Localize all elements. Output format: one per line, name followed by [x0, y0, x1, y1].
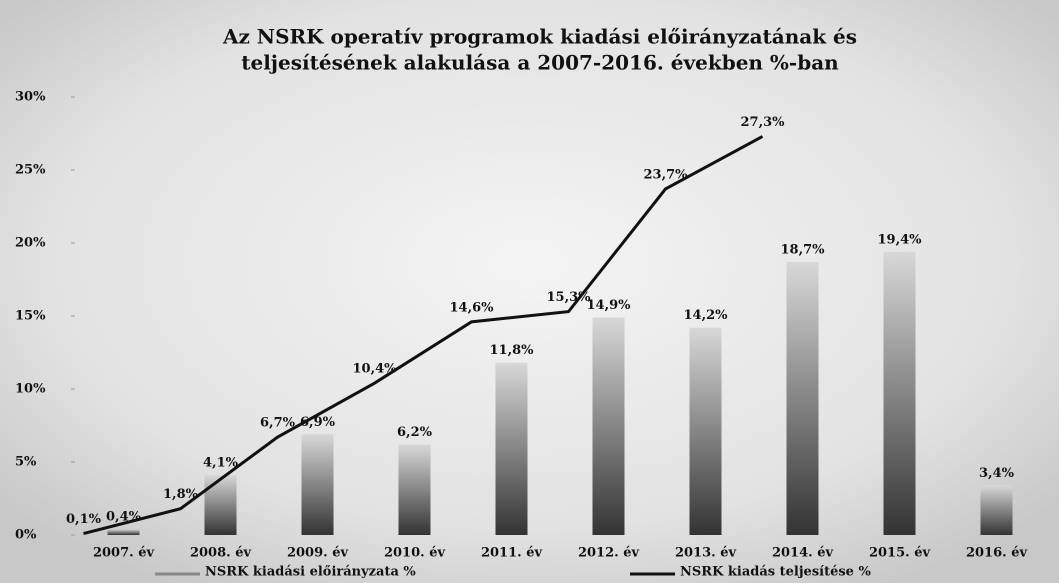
bar-value-label: 4,1%: [203, 456, 239, 471]
bar-value-label: 6,2%: [397, 425, 433, 440]
chart-subtitle: teljesítésének alakulása a 2007-2016. év…: [241, 51, 839, 75]
bar-value-label: 3,4%: [979, 466, 1015, 481]
bar: [204, 475, 237, 535]
line-value-label: 27,3%: [740, 115, 785, 130]
line-value-label: 10,4%: [352, 362, 397, 377]
x-tick-label: 2014. év: [772, 546, 834, 561]
line-value-label: 23,7%: [643, 167, 688, 182]
bar-value-label: 14,2%: [683, 308, 728, 323]
legend-label: NSRK kiadási előirányzata %: [205, 565, 416, 580]
x-tick-label: 2016. év: [966, 546, 1028, 561]
bar: [592, 317, 625, 535]
bar-value-label: 19,4%: [877, 232, 922, 247]
y-tick-label: 15%: [15, 309, 46, 324]
bar: [883, 251, 916, 535]
bar: [495, 362, 528, 535]
bar-value-label: 18,7%: [780, 242, 825, 257]
y-tick-label: 10%: [15, 382, 46, 397]
x-tick-label: 2008. év: [190, 546, 252, 561]
line-value-label: 14,6%: [449, 300, 494, 315]
bar-value-label: 14,9%: [586, 298, 631, 313]
bar-value-label: 11,8%: [489, 343, 534, 358]
bar: [301, 434, 334, 535]
line-value-label: 6,7%: [260, 416, 296, 431]
line-value-label: 1,8%: [163, 487, 199, 502]
x-tick-label: 2012. év: [578, 546, 640, 561]
y-tick-label: 5%: [15, 455, 37, 470]
x-tick-label: 2011. év: [481, 546, 543, 561]
chart-title: Az NSRK operatív programok kiadási előir…: [222, 25, 857, 49]
bar: [398, 444, 431, 535]
x-tick-label: 2013. év: [675, 546, 737, 561]
legend-label: NSRK kiadás teljesítése %: [680, 565, 871, 580]
y-tick-label: 0%: [15, 528, 37, 543]
y-tick-label: 30%: [15, 90, 46, 105]
bar: [980, 485, 1013, 535]
x-tick-label: 2007. év: [93, 546, 155, 561]
line: [83, 135, 764, 535]
bar: [786, 261, 819, 535]
y-tick-label: 25%: [15, 163, 46, 178]
line-value-label: 0,1%: [66, 512, 102, 527]
bar: [689, 327, 722, 535]
bar: [107, 529, 140, 535]
x-tick-label: 2010. év: [384, 546, 446, 561]
line-value-label: 15,3%: [546, 290, 591, 305]
y-tick-label: 20%: [15, 236, 46, 251]
x-tick-label: 2015. év: [869, 546, 931, 561]
x-tick-label: 2009. év: [287, 546, 349, 561]
